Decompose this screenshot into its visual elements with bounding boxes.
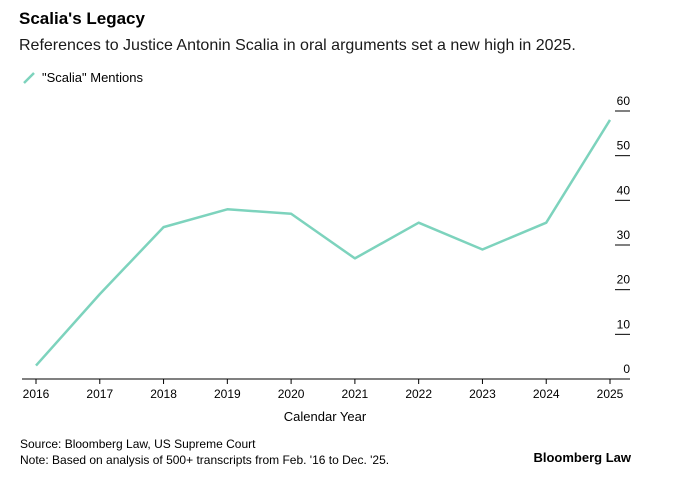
x-tick-label: 2019 [214,387,241,401]
series-line-scalia-mentions [35,119,612,367]
legend-line-icon [23,71,35,84]
x-tick-label: 2018 [150,387,177,401]
source-note: Source: Bloomberg Law, US Supreme Court [20,437,256,451]
x-tick-label: 2022 [405,387,432,401]
x-tick-label: 2016 [23,387,50,401]
x-tick-label: 2025 [597,387,624,401]
x-tick-label: 2024 [533,387,560,401]
x-tick-label: 2023 [469,387,496,401]
y-tick-label: 10 [617,317,631,331]
x-tick-label: 2017 [86,387,113,401]
x-tick-label: 2021 [342,387,369,401]
y-tick-label: 50 [617,139,631,153]
y-tick-label: 30 [617,228,631,242]
y-tick-label: 40 [617,183,631,197]
legend: "Scalia" Mentions [22,70,143,85]
y-tick-label: 20 [617,273,631,287]
legend-label: "Scalia" Mentions [42,70,143,85]
x-tick-label: 2020 [278,387,305,401]
line-chart: 2016 2017 2018 2019 2020 2021 2022 2023 2024 2025… [22,94,631,424]
chart-subtitle: References to Justice Antonin Scalia in … [19,37,576,54]
y-tick-label: 60 [617,94,631,108]
x-axis-title: Calendar Year [284,409,367,424]
brand-logo: Bloomberg Law [533,450,631,465]
chart-title: Scalia's Legacy [19,9,145,28]
methodology-note: Note: Based on analysis of 500+ transcri… [20,453,390,467]
footer: Source: Bloomberg Law, US Supreme Court … [20,436,389,468]
y-tick-label: 0 [623,362,630,376]
